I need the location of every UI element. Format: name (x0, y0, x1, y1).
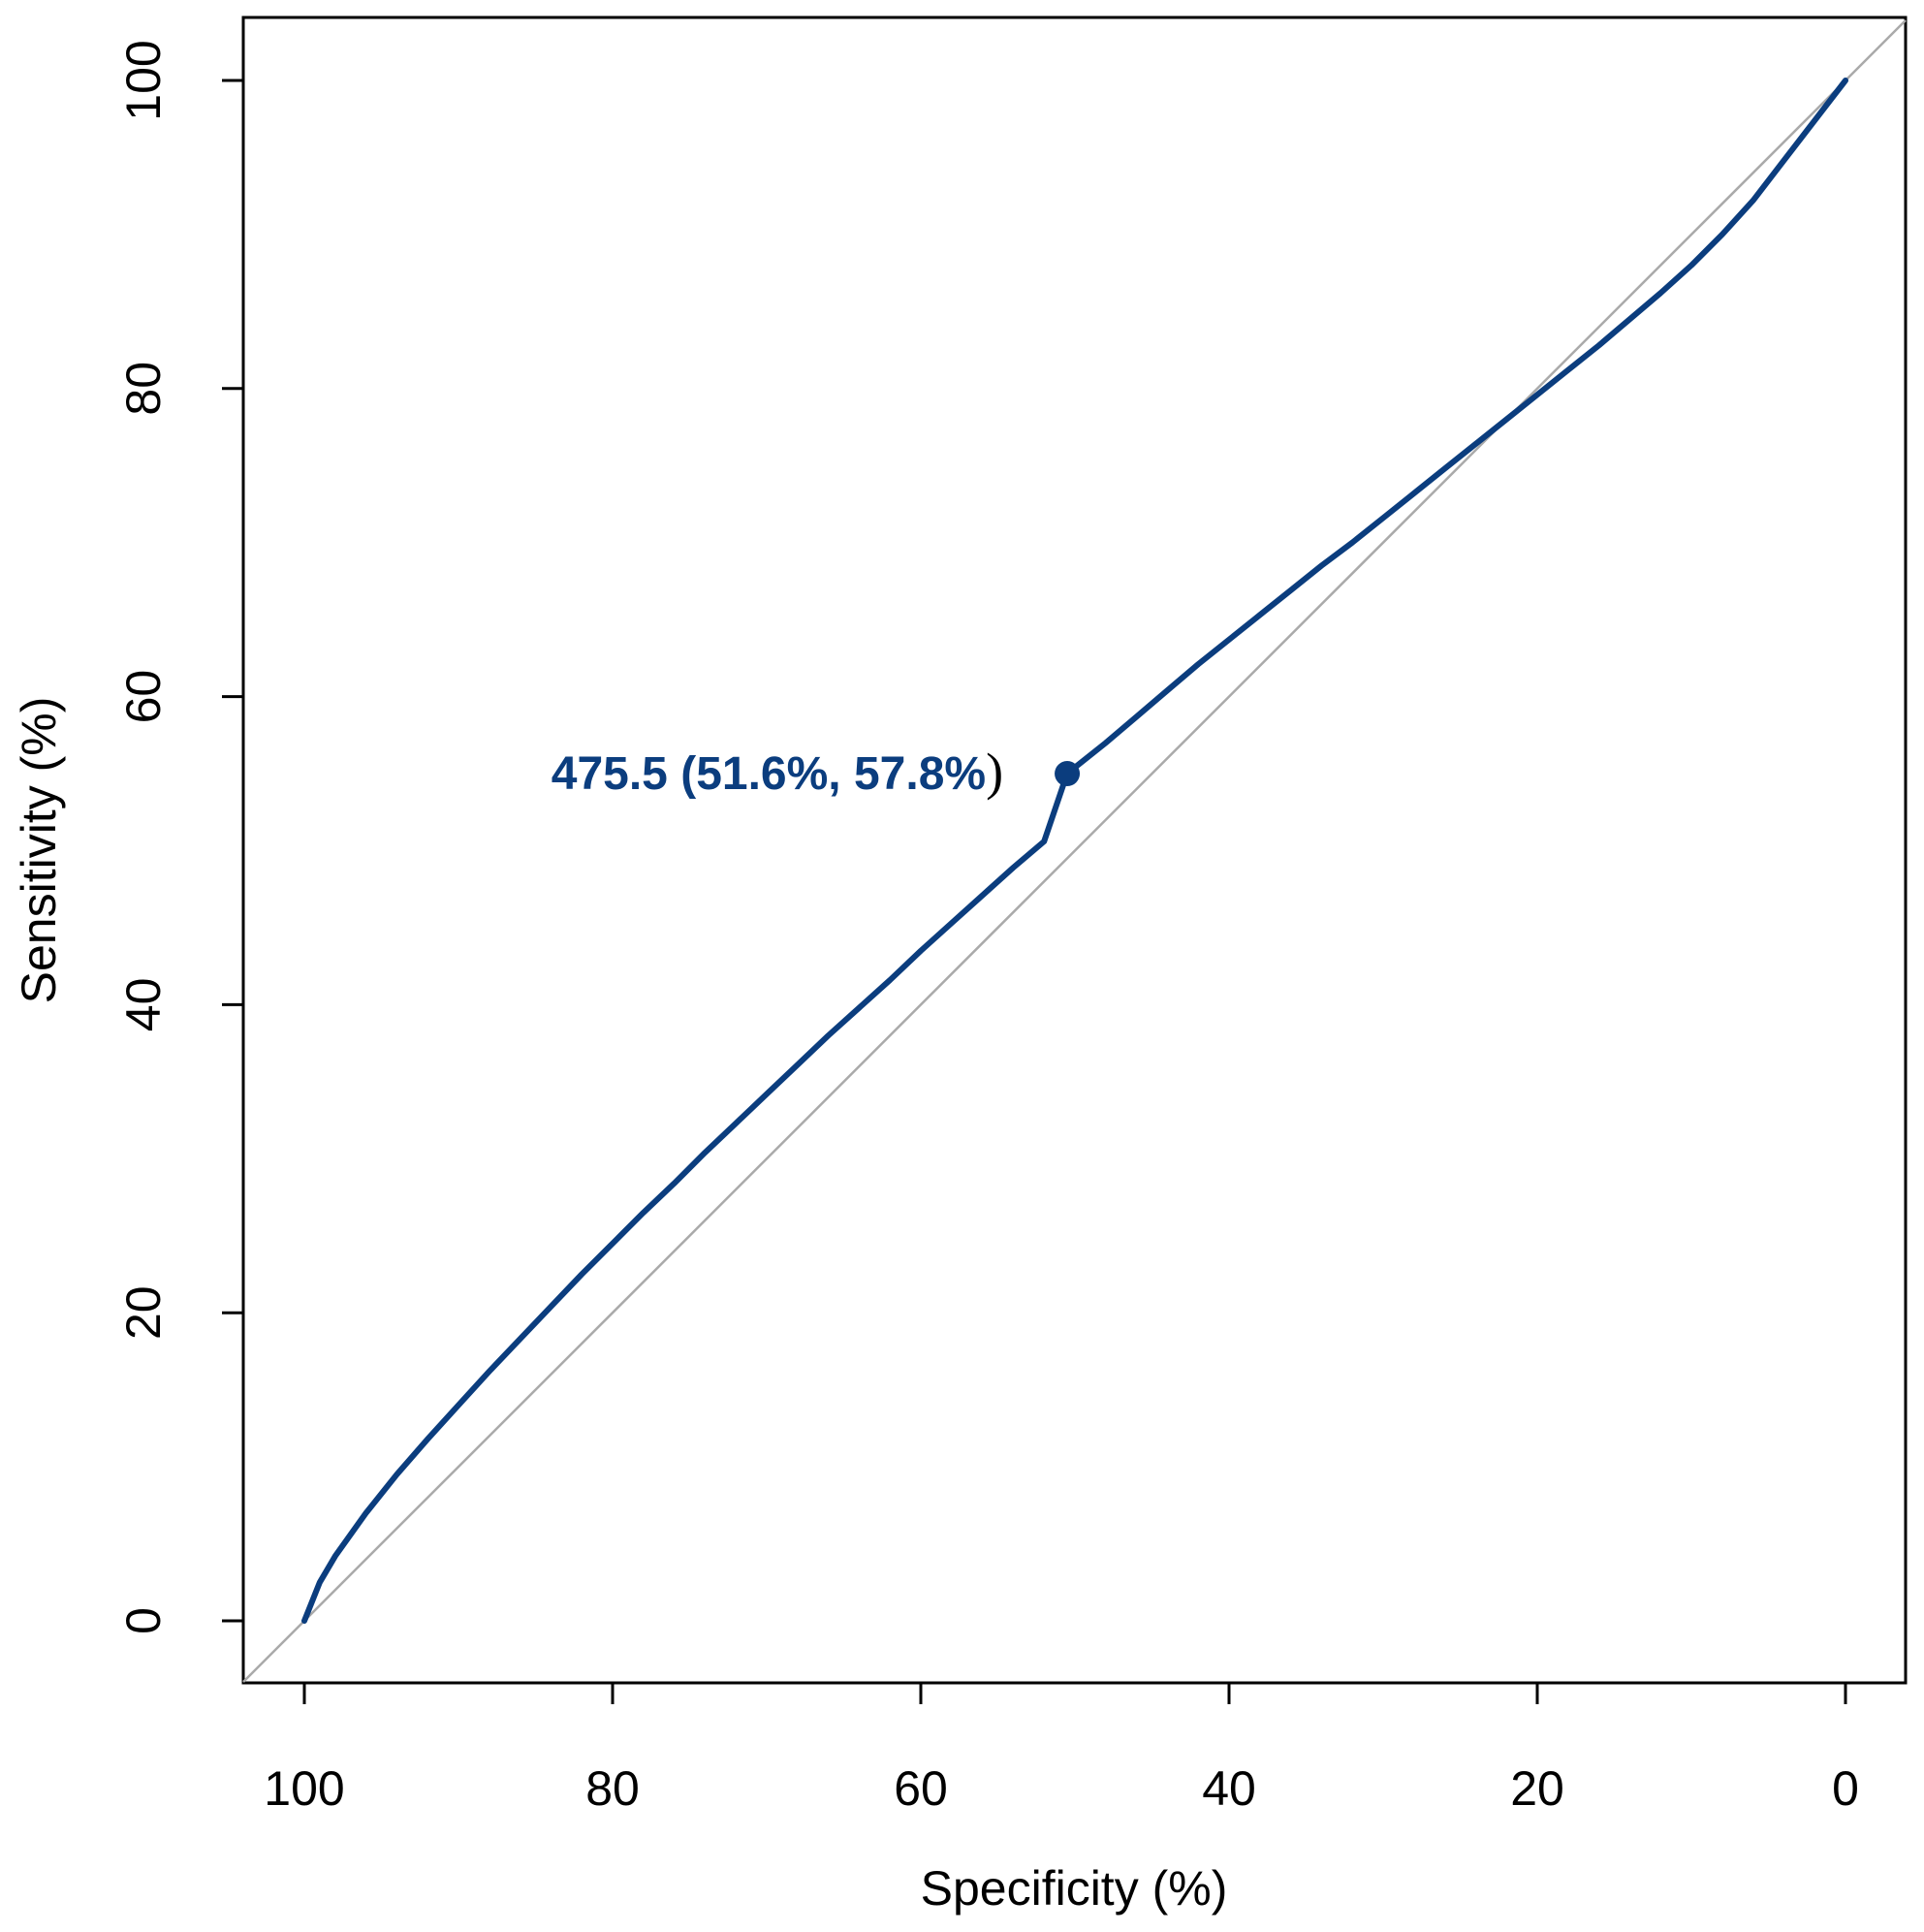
x-tick-label: 20 (1510, 1761, 1564, 1816)
y-tick-label: 60 (116, 670, 171, 724)
y-tick-label: 0 (116, 1607, 171, 1634)
y-tick-label: 20 (116, 1285, 171, 1340)
optimal-cutoff-label-close: ) (986, 743, 1003, 801)
optimal-cutoff-point (1055, 761, 1081, 787)
x-tick-label: 0 (1832, 1761, 1859, 1816)
reference-diagonal-line (242, 19, 1907, 1683)
roc-curve-line (301, 78, 1848, 1624)
x-tick-label: 60 (894, 1761, 948, 1816)
optimal-cutoff-label: 475.5 (51.6%, 57.8%) (552, 743, 1003, 801)
series-layer (301, 78, 1848, 1624)
x-axis-title: Specificity (%) (921, 1861, 1228, 1916)
x-tick-label: 100 (264, 1761, 344, 1816)
y-axis: 0 20 40 60 80 100 (116, 40, 243, 1634)
optimal-cutoff-label-main: 475.5 (51.6%, 57.8% (552, 748, 986, 800)
reference-line-layer (242, 19, 1907, 1683)
x-axis: 100 80 60 40 20 0 (264, 1683, 1859, 1816)
y-tick-label: 100 (116, 40, 171, 120)
y-axis-title: Sensitivity (%) (12, 697, 66, 1004)
marked-point-layer: 475.5 (51.6%, 57.8%) (552, 743, 1081, 801)
plot-frame (241, 16, 1908, 1685)
y-tick-label: 40 (116, 978, 171, 1032)
y-tick-label: 80 (116, 362, 171, 416)
x-tick-label: 80 (585, 1761, 640, 1816)
x-tick-label: 40 (1202, 1761, 1256, 1816)
